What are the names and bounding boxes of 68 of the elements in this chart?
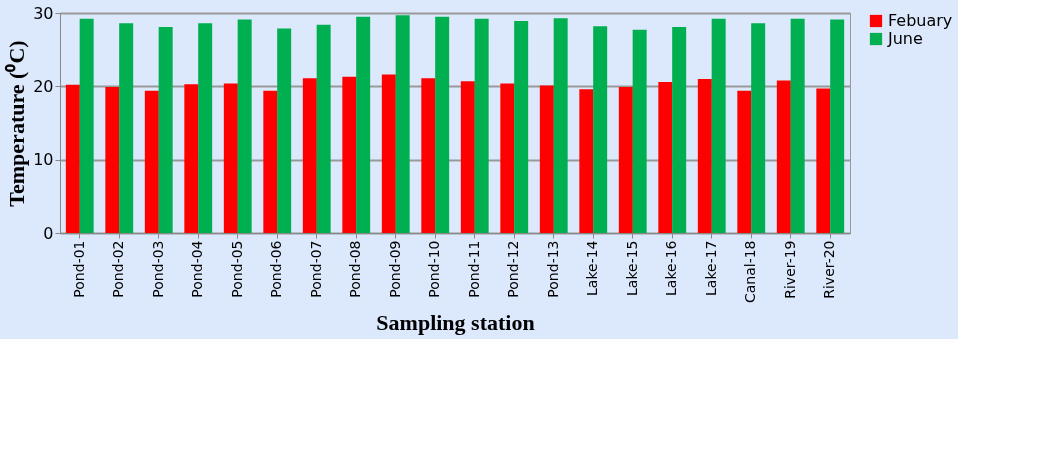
x-tick-label: River-19 <box>781 240 798 299</box>
x-tick-label: Pond-03 <box>149 240 166 298</box>
bar <box>776 80 791 233</box>
x-tick-label: Pond-07 <box>307 240 324 298</box>
x-tick-label: Pond-13 <box>544 240 561 298</box>
bar <box>618 87 633 233</box>
x-tick-label: Canal-18 <box>742 240 759 304</box>
bar <box>381 74 396 233</box>
bar <box>816 88 831 233</box>
bar <box>632 29 647 233</box>
x-tick-label: River-20 <box>821 240 838 299</box>
bar <box>316 24 331 233</box>
bar <box>790 18 805 233</box>
x-tick-label: Pond-09 <box>386 240 403 298</box>
bar <box>421 78 436 233</box>
bar <box>105 87 120 233</box>
bar <box>460 81 475 233</box>
x-tick-label: Pond-08 <box>347 240 364 298</box>
x-tick-label: Pond-05 <box>228 240 245 298</box>
x-tick-label: Pond-11 <box>465 240 482 298</box>
x-tick-label: Pond-04 <box>189 240 206 298</box>
y-tick-label: 0 <box>43 223 54 243</box>
bar <box>395 15 410 233</box>
y-tick-label: 20 <box>33 76 54 96</box>
x-tick-label: Pond-06 <box>268 240 285 298</box>
bar <box>697 79 712 233</box>
bar <box>514 21 529 233</box>
y-axis-title: Temperature (⁰C) <box>4 40 30 207</box>
bar <box>342 76 357 233</box>
legend-label: Febuary <box>888 11 953 30</box>
bar <box>356 16 371 233</box>
x-tick-label: Lake-15 <box>623 240 640 296</box>
bar <box>711 18 726 233</box>
bar <box>672 26 687 233</box>
bar <box>658 81 673 233</box>
bar <box>474 18 489 233</box>
bar <box>158 26 173 233</box>
bar <box>65 84 80 233</box>
bar <box>593 26 608 233</box>
bar <box>223 83 238 233</box>
bar <box>500 83 515 233</box>
bar <box>184 84 199 233</box>
bar <box>539 85 554 233</box>
x-tick-label: Pond-02 <box>110 240 127 298</box>
bar <box>751 23 766 233</box>
bar <box>198 23 213 233</box>
x-tick-label: Lake-14 <box>584 240 601 296</box>
x-tick-label: Lake-17 <box>702 240 719 296</box>
bar <box>119 23 134 233</box>
x-tick-label: Pond-10 <box>426 240 443 298</box>
bar <box>263 90 278 233</box>
bar <box>579 89 594 233</box>
bar <box>237 19 252 233</box>
bar <box>435 16 450 233</box>
x-axis-title: Sampling station <box>376 310 535 336</box>
x-tick-label: Pond-01 <box>70 240 87 298</box>
x-tick-label: Lake-16 <box>663 240 680 296</box>
y-tick-label: 30 <box>33 3 54 23</box>
bar <box>144 90 159 233</box>
bar <box>277 28 292 233</box>
bar <box>830 19 845 233</box>
x-tick-label: Pond-12 <box>505 240 522 298</box>
bar <box>553 18 568 233</box>
bar <box>79 18 94 233</box>
y-tick-label: 10 <box>33 150 54 170</box>
legend-label: June <box>887 29 923 48</box>
bar <box>302 78 317 233</box>
bar <box>737 90 752 233</box>
